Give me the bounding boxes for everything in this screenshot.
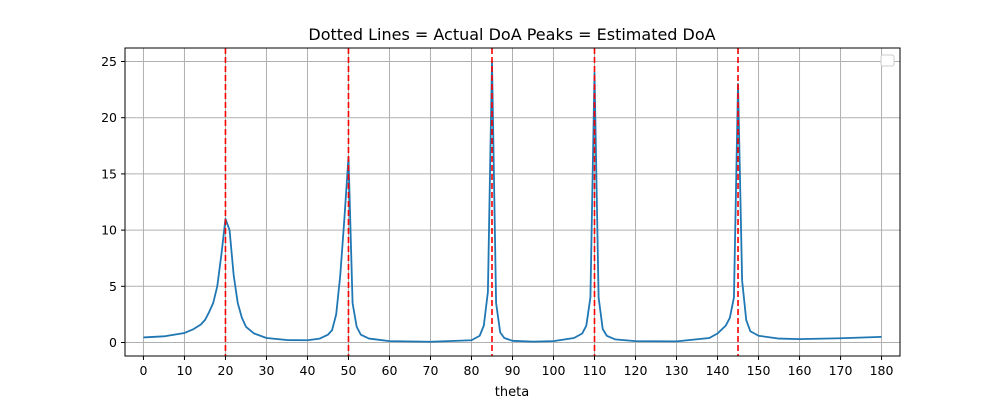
x-axis-label: theta xyxy=(495,385,529,400)
plot-area xyxy=(143,48,882,356)
x-tick-label: 0 xyxy=(139,363,147,378)
x-tick-label: 130 xyxy=(665,363,689,378)
y-tick-label: 5 xyxy=(109,279,117,294)
x-tick-label: 120 xyxy=(624,363,648,378)
x-tick-label: 110 xyxy=(583,363,607,378)
x-tick-label: 30 xyxy=(259,363,275,378)
y-tick-label: 0 xyxy=(109,335,117,350)
x-tick-label: 150 xyxy=(747,363,771,378)
x-tick-label: 140 xyxy=(706,363,730,378)
y-tick-label: 20 xyxy=(101,110,117,125)
grid xyxy=(125,48,900,356)
ticks: 0 10 20 30 40 50 60 70 80 90 100 110 120 130 140 150 160… xyxy=(101,54,893,378)
x-tick-label: 20 xyxy=(218,363,234,378)
x-tick-label: 100 xyxy=(542,363,566,378)
legend-box xyxy=(880,54,895,67)
x-tick-label: 160 xyxy=(788,363,812,378)
x-tick-label: 10 xyxy=(177,363,193,378)
spectrum-line xyxy=(143,60,882,343)
x-tick-label: 50 xyxy=(341,363,357,378)
y-tick-label: 25 xyxy=(101,54,117,69)
x-tick-label: 180 xyxy=(870,363,894,378)
x-tick-label: 80 xyxy=(464,363,480,378)
x-tick-label: 40 xyxy=(300,363,316,378)
x-tick-label: 170 xyxy=(829,363,853,378)
x-tick-label: 70 xyxy=(423,363,439,378)
y-tick-label: 15 xyxy=(101,166,117,181)
y-tick-label: 10 xyxy=(101,223,117,238)
chart-title: Dotted Lines = Actual DoA Peaks = Estima… xyxy=(308,25,715,44)
x-tick-label: 60 xyxy=(382,363,398,378)
x-tick-label: 90 xyxy=(505,363,521,378)
